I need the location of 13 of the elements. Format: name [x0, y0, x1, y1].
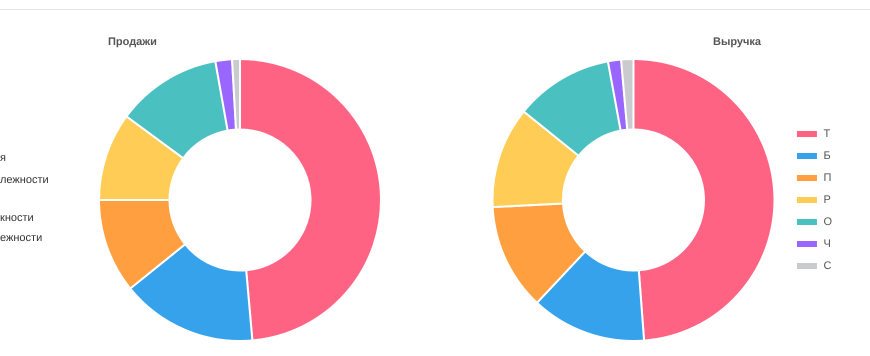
legend-label: Ч	[823, 238, 831, 250]
legend-label: Б	[823, 150, 831, 162]
legend-label: Р	[823, 194, 831, 206]
text: лежности	[0, 174, 49, 186]
legend-label: С	[823, 260, 832, 272]
chart-title: Продажи	[108, 36, 157, 48]
legend-label: П	[823, 172, 832, 184]
text: я	[0, 152, 6, 164]
legend-label: Т	[823, 128, 830, 140]
legend-label: О	[823, 216, 832, 228]
text: кности	[0, 212, 34, 224]
chart-title: Выручка	[713, 36, 762, 48]
text: ежности	[0, 232, 42, 244]
